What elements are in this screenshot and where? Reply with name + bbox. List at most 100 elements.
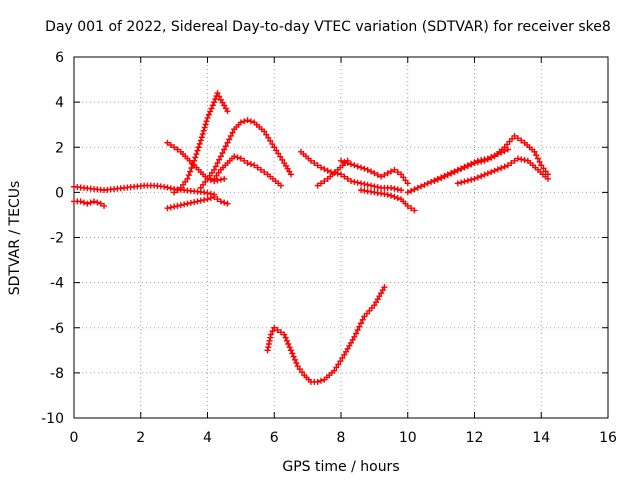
chart-title: Day 001 of 2022, Sidereal Day-to-day VTE…: [45, 19, 611, 35]
y-tick-label: 2: [55, 140, 64, 156]
x-tick-label: 2: [136, 430, 145, 446]
data-point-interp: [484, 170, 491, 177]
data-point-interp: [188, 165, 195, 172]
data-point-interp: [354, 327, 361, 334]
data-point-interp: [374, 171, 381, 178]
data-point-interp: [214, 160, 221, 167]
data-point: [197, 137, 204, 144]
data-point-interp: [394, 186, 401, 193]
data-point-interp: [187, 199, 194, 206]
data-point: [471, 175, 478, 182]
data-point-interp: [521, 157, 528, 164]
data-point-interp: [468, 176, 475, 183]
data-point-interp: [400, 174, 407, 181]
data-point: [404, 180, 411, 187]
data-point-interp: [418, 183, 425, 190]
data-point-interp: [200, 127, 207, 134]
data-point-interp: [290, 353, 297, 360]
data-point-interp: [378, 290, 385, 297]
data-point-interp: [488, 154, 495, 161]
data-point-interp: [209, 102, 216, 109]
data-point-interp: [391, 193, 398, 200]
data-point-interp: [499, 146, 506, 153]
data-point: [211, 99, 218, 106]
data-point-interp: [348, 339, 355, 346]
data-point: [194, 198, 201, 205]
y-tick-label: -8: [50, 366, 64, 382]
data-point: [204, 196, 211, 203]
data-point: [351, 333, 358, 340]
data-point-interp: [474, 159, 481, 166]
data-point: [414, 184, 421, 191]
data-point: [391, 166, 398, 173]
data-point-interp: [263, 131, 270, 138]
data-point-interp: [402, 177, 409, 184]
data-point-interp: [478, 158, 485, 165]
data-point-interp: [289, 350, 296, 357]
data-point-interp: [532, 164, 539, 171]
data-point-interp: [221, 199, 228, 206]
data-point-interp: [286, 168, 293, 175]
data-point: [221, 175, 228, 182]
data-point-interp: [305, 376, 312, 383]
data-point-interp: [199, 131, 206, 138]
data-point-interp: [305, 155, 312, 162]
data-point-interp: [198, 134, 205, 141]
data-point: [368, 182, 375, 189]
data-point-interp: [227, 132, 234, 139]
data-point-interp: [203, 118, 210, 125]
data-point-interp: [354, 179, 361, 186]
data-point: [504, 146, 511, 153]
data-point: [398, 171, 405, 178]
data-point-interp: [214, 177, 221, 184]
data-point-interp: [221, 146, 228, 153]
data-point-interp: [157, 183, 164, 190]
y-tick-label: 4: [55, 95, 64, 111]
data-point-interp: [394, 169, 401, 176]
data-point-interp: [202, 178, 209, 185]
series-arc-14: [431, 132, 551, 185]
y-tick-label: -10: [41, 411, 64, 427]
data-point-interp: [182, 153, 189, 160]
y-tick-label: -2: [50, 231, 64, 247]
data-point-interp: [536, 158, 543, 165]
series-arc-7: [211, 153, 284, 189]
data-point-interp: [491, 167, 498, 174]
data-point: [364, 166, 371, 173]
data-point-interp: [164, 184, 171, 191]
data-point-interp: [349, 336, 356, 343]
data-point-interp: [247, 118, 254, 125]
data-point-interp: [464, 163, 471, 170]
data-point-interp: [438, 175, 445, 182]
data-point-interp: [358, 164, 365, 171]
data-point-interp: [468, 161, 475, 168]
data-point-interp: [171, 203, 178, 210]
data-point-interp: [511, 157, 518, 164]
data-point-interp: [509, 135, 516, 142]
data-point-interp: [299, 369, 306, 376]
data-point: [271, 144, 278, 151]
x-tick-label: 4: [203, 430, 212, 446]
x-tick-label: 6: [270, 430, 279, 446]
data-point-interp: [269, 328, 276, 335]
data-point: [177, 184, 184, 191]
data-point: [251, 162, 258, 169]
data-point-interp: [344, 175, 351, 182]
data-point-interp: [226, 136, 233, 143]
data-point: [348, 178, 355, 185]
data-point-interp: [351, 178, 358, 185]
data-point-interp: [137, 182, 144, 189]
data-point-interp: [321, 166, 328, 173]
data-point-interp: [335, 361, 342, 368]
data-point-interp: [478, 173, 485, 180]
data-point: [481, 157, 488, 164]
data-point-interp: [388, 192, 395, 199]
data-point-interp: [185, 172, 192, 179]
data-point-interp: [508, 160, 515, 167]
data-point: [338, 171, 344, 178]
data-point-interp: [344, 160, 351, 167]
data-point-interp: [277, 153, 284, 160]
x-tick-label: 0: [70, 430, 79, 446]
data-point-interp: [267, 137, 274, 144]
data-point-interp: [279, 156, 286, 163]
